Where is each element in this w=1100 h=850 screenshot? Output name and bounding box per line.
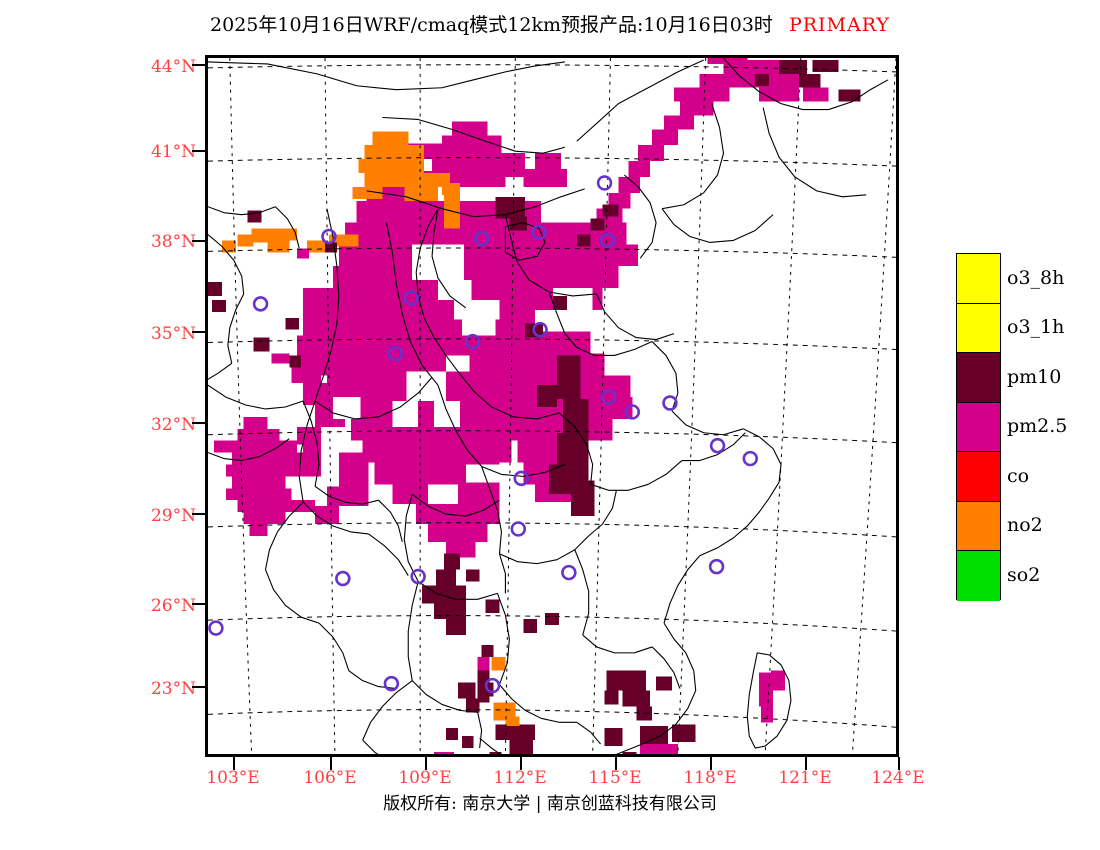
pollutant-legend-colorbar[interactable] <box>956 253 1001 601</box>
pm10-north-china-cores <box>495 196 595 517</box>
pm25-west-small-cells <box>271 248 310 364</box>
x-tick-label: 109°E <box>398 768 452 788</box>
meridian-gridlines <box>229 58 896 754</box>
pm10-west-cells <box>208 210 337 368</box>
legend-label-o3-8h: o3_8h <box>1007 267 1065 289</box>
city-marker <box>510 521 527 537</box>
city-marker <box>531 224 547 241</box>
map-plot-area[interactable] <box>205 55 899 757</box>
legend-label-pm25: pm2.5 <box>1007 415 1068 437</box>
city-marker <box>335 570 351 587</box>
legend-swatch-pm10[interactable] <box>957 353 1000 403</box>
pm25-interior-holes <box>332 176 593 505</box>
y-tick-label: 41°N <box>150 142 196 162</box>
y-tick-label: 32°N <box>150 415 196 435</box>
city-marker <box>473 230 490 247</box>
x-tick-label: 124°E <box>871 768 925 788</box>
y-axis-labels: 44°N 41°N 38°N 35°N 32°N 29°N 26°N 23°N <box>110 0 196 850</box>
legend-swatch-co[interactable] <box>957 452 1000 502</box>
y-tick-label: 26°N <box>150 596 196 616</box>
city-marker <box>709 437 726 454</box>
city-marker <box>484 677 501 694</box>
pollutant-raster-layer <box>208 58 861 754</box>
city-marker <box>561 564 577 581</box>
map-canvas <box>208 58 896 754</box>
legend-swatch-o3-8h[interactable] <box>957 254 1000 304</box>
title-primary-badge: PRIMARY <box>788 14 890 36</box>
city-marker <box>464 333 481 350</box>
pm10-south-china <box>422 553 696 754</box>
y-tick-label: 23°N <box>150 679 196 699</box>
city-marker <box>624 404 641 420</box>
pm25-taiwan <box>759 670 785 723</box>
x-tick-label: 103°E <box>206 768 260 788</box>
city-marker <box>596 175 613 191</box>
pm25-northeast-band <box>556 58 829 271</box>
pm25-south-china-cells <box>434 656 678 754</box>
pm10-northeast-cells <box>576 59 861 247</box>
city-marker <box>387 345 404 362</box>
copyright-footer: 版权所有: 南京大学 | 南京创蓝科技有限公司 <box>383 794 717 814</box>
y-tick-label: 29°N <box>150 506 196 526</box>
legend-swatch-so2[interactable] <box>957 551 1000 601</box>
page-title: 2025年10月16日WRF/cmaq模式12km预报产品:10月16日03时 P… <box>0 10 1100 37</box>
no2-gansu-ningxia <box>221 228 359 253</box>
city-marker <box>208 620 224 636</box>
x-tick-label: 118°E <box>683 768 737 788</box>
province-boundaries <box>208 58 889 754</box>
legend-label-co: co <box>1007 465 1030 487</box>
legend-swatch-pm25[interactable] <box>957 402 1000 452</box>
city-marker <box>252 296 269 312</box>
x-tick-label: 115°E <box>588 768 642 788</box>
city-marker <box>383 675 400 692</box>
x-tick-label: 112°E <box>493 768 547 788</box>
city-marker-layer <box>208 175 759 694</box>
y-tick-label: 38°N <box>150 232 196 252</box>
legend-label-o3-1h: o3_1h <box>1007 316 1065 338</box>
legend-swatch-no2[interactable] <box>957 501 1000 551</box>
city-marker <box>662 395 678 411</box>
city-marker <box>600 389 617 405</box>
city-marker <box>513 470 530 487</box>
legend-label-so2: so2 <box>1007 564 1041 586</box>
city-marker <box>742 450 759 467</box>
city-marker <box>708 558 725 575</box>
legend-label-no2: no2 <box>1007 514 1043 536</box>
no2-guangdong-cell <box>491 656 520 727</box>
city-marker <box>599 232 616 249</box>
y-tick-label: 44°N <box>150 57 196 77</box>
city-marker <box>532 321 548 338</box>
x-tick-label: 106°E <box>303 768 357 788</box>
legend-swatch-o3-1h[interactable] <box>957 303 1000 353</box>
city-marker <box>403 290 419 306</box>
legend-label-pm10: pm10 <box>1007 366 1062 388</box>
x-tick-label: 121°E <box>778 768 832 788</box>
y-tick-label: 35°N <box>150 324 196 344</box>
title-main-text: 2025年10月16日WRF/cmaq模式12km预报产品:10月16日03时 <box>210 14 773 36</box>
city-marker <box>321 228 337 245</box>
city-marker <box>410 568 426 585</box>
